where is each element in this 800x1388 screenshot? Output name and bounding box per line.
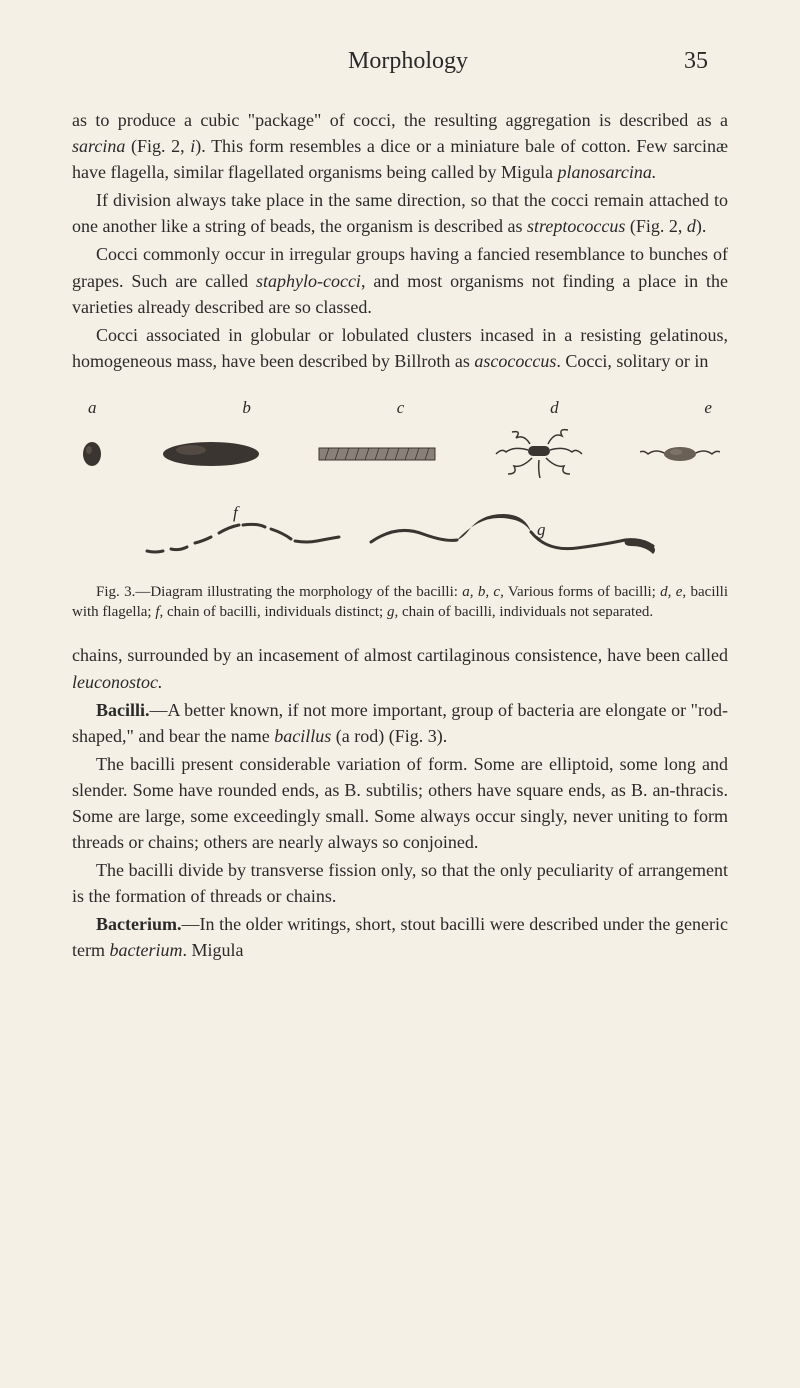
chapter-title: Morphology bbox=[132, 48, 684, 75]
page-header: Morphology 35 bbox=[72, 48, 728, 75]
paragraph-3: Cocci commonly occur in irregular groups… bbox=[72, 241, 728, 319]
fig-label-b: b bbox=[242, 398, 251, 418]
paragraph-1: as to produce a cubic "package" of cocci… bbox=[72, 107, 728, 185]
specimen-d bbox=[494, 426, 584, 482]
fig-label-a: a bbox=[88, 398, 97, 418]
paragraph-5: chains, surrounded by an incasement of a… bbox=[72, 642, 728, 694]
figure-3: a b c d e bbox=[72, 398, 728, 623]
figure-labels-row: a b c d e bbox=[72, 398, 728, 418]
body-text-block-2: chains, surrounded by an incasement of a… bbox=[72, 642, 728, 963]
page-number: 35 bbox=[684, 48, 708, 75]
fig-label-d: d bbox=[550, 398, 559, 418]
specimen-e bbox=[640, 442, 720, 466]
page-container: Morphology 35 as to produce a cubic "pac… bbox=[0, 0, 800, 1014]
figure-specimens-row1 bbox=[72, 426, 728, 482]
paragraph-6: Bacilli.—A better known, if not more imp… bbox=[72, 697, 728, 749]
paragraph-2: If division always take place in the sam… bbox=[72, 187, 728, 239]
specimen-a bbox=[80, 439, 104, 469]
specimen-f: f bbox=[143, 513, 343, 563]
paragraph-9: Bacterium.—In the older writings, short,… bbox=[72, 911, 728, 963]
fig-label-f: f bbox=[233, 503, 238, 523]
fig-label-e: e bbox=[704, 398, 712, 418]
paragraph-4: Cocci associated in globular or lobulate… bbox=[72, 322, 728, 374]
fig-label-g: g bbox=[537, 520, 546, 540]
paragraph-7: The bacilli present considerable variati… bbox=[72, 751, 728, 855]
specimen-g: g bbox=[367, 510, 657, 566]
paragraph-8: The bacilli divide by transverse fission… bbox=[72, 857, 728, 909]
fig-label-c: c bbox=[397, 398, 405, 418]
specimen-b bbox=[161, 440, 261, 468]
figure-caption: Fig. 3.—Diagram illustrating the morphol… bbox=[72, 582, 728, 623]
specimen-c bbox=[317, 442, 437, 466]
body-text-block-1: as to produce a cubic "package" of cocci… bbox=[72, 107, 728, 374]
figure-specimens-row2: f g bbox=[72, 510, 728, 566]
